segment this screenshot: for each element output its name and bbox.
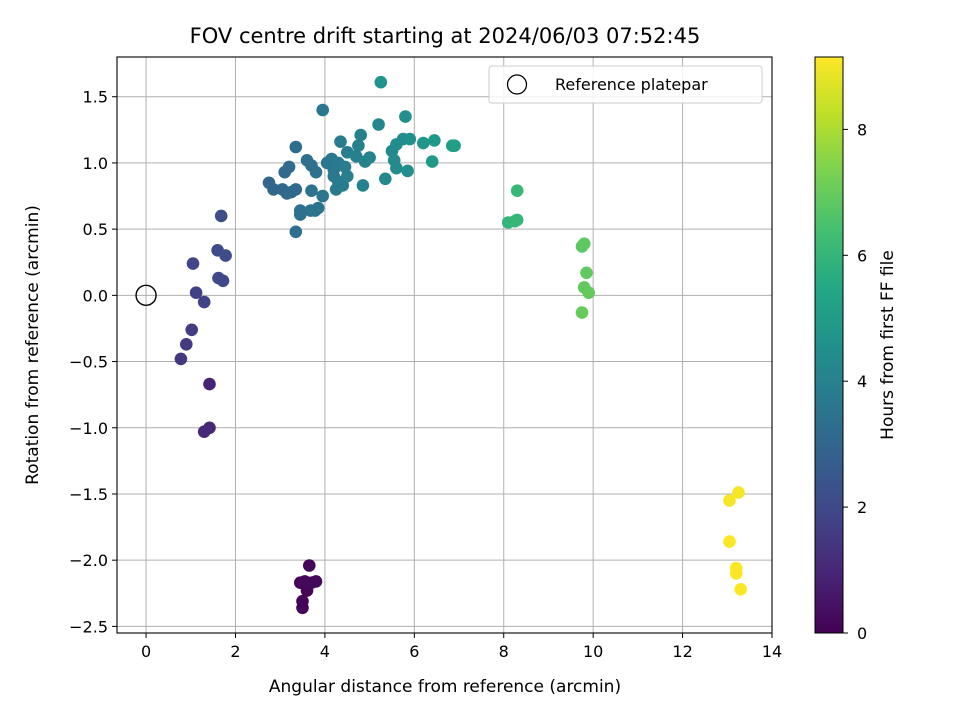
data-point (180, 338, 193, 351)
data-point (334, 135, 347, 148)
data-point (575, 306, 589, 319)
legend-box (488, 65, 763, 104)
data-point (425, 155, 439, 168)
data-point (186, 257, 200, 270)
data-point (214, 209, 228, 223)
legend-marker (506, 74, 528, 95)
y-tick-label: 1.0 (83, 154, 108, 173)
x-tick-label: 4 (320, 642, 330, 661)
x-tick-label: 10 (583, 642, 603, 661)
data-point (401, 164, 414, 178)
colorbar-gradient (814, 56, 844, 634)
data-point (203, 377, 216, 391)
data-point (417, 136, 430, 150)
data-point (316, 103, 330, 117)
x-tick-label: 14 (762, 642, 782, 661)
data-point (197, 425, 211, 439)
y-tick-label: −2.5 (69, 617, 108, 636)
data-point (582, 286, 595, 300)
data-point (311, 201, 325, 215)
data-point (185, 323, 198, 337)
data-point (341, 169, 354, 183)
colorbar-tick-label: 2 (857, 498, 867, 517)
y-tick-label: 0.5 (83, 220, 108, 239)
colorbar-tick-label: 0 (857, 624, 867, 643)
data-point (428, 134, 441, 147)
data-point (399, 110, 412, 123)
data-point (289, 225, 303, 239)
data-point (316, 189, 330, 203)
data-point (732, 486, 745, 499)
x-tick-label: 12 (672, 642, 692, 661)
data-point (174, 352, 188, 366)
y-axis-ticks: −2.5 −2.0 −1.5 −1.0 −0.5 0.0 0.5 1.0 1.5 (69, 88, 117, 636)
data-point (219, 249, 232, 262)
y-tick-label: −2.0 (69, 551, 108, 570)
data-point (267, 183, 280, 196)
data-point (216, 274, 230, 288)
data-point (448, 139, 461, 152)
data-point (197, 295, 211, 309)
x-axis-label: Angular distance from reference (arcmin) (269, 677, 621, 697)
data-point (356, 179, 370, 192)
data-point (734, 583, 747, 596)
legend: Reference platepar (488, 65, 763, 104)
y-tick-label: −1.0 (69, 419, 108, 438)
y-tick-label: 1.5 (83, 88, 108, 107)
y-axis-label: Rotation from reference (arcmin) (23, 205, 43, 485)
data-point (510, 184, 524, 197)
data-point (372, 118, 385, 131)
x-tick-label: 8 (499, 642, 509, 661)
colorbar-tick-label: 6 (857, 246, 867, 265)
data-point (303, 559, 316, 572)
x-tick-label: 6 (409, 642, 419, 661)
plot-frame (116, 56, 773, 634)
y-tick-label: 0.0 (83, 286, 108, 305)
colorbar-label: Hours from first FF file (878, 250, 898, 440)
data-point (282, 160, 296, 174)
data-point (363, 151, 376, 164)
data-point (305, 184, 318, 197)
x-tick-label: 2 (230, 642, 240, 661)
data-point (354, 128, 368, 142)
x-tick-label: 0 (141, 642, 151, 661)
y-tick-label: −1.5 (69, 485, 108, 504)
data-point (352, 139, 365, 152)
y-tick-label: −0.5 (69, 353, 108, 372)
data-point (729, 567, 743, 580)
data-point (289, 140, 303, 154)
data-point (309, 165, 323, 179)
colorbar-tick-label: 8 (857, 120, 867, 139)
data-point (374, 75, 388, 89)
chart-title: FOV centre drift starting at 2024/06/03 … (190, 24, 701, 48)
data-point (309, 575, 323, 588)
data-point (580, 266, 593, 280)
data-point (723, 535, 736, 548)
data-point (577, 237, 591, 250)
data-point (723, 494, 736, 507)
data-point (289, 183, 303, 196)
reference-platepar-marker (135, 284, 157, 307)
data-point (296, 601, 309, 615)
data-point (294, 204, 307, 217)
data-point (379, 172, 392, 186)
data-point (510, 213, 524, 227)
colorbar: 0 2 4 6 8 Hours from first FF file (814, 56, 898, 643)
legend-label: Reference platepar (555, 75, 708, 94)
data-point (189, 286, 203, 300)
grid-lines (117, 57, 773, 633)
x-axis-ticks: 0 2 4 6 8 10 12 14 (141, 633, 782, 661)
data-point (403, 132, 417, 146)
reference-marker-layer (135, 284, 157, 307)
data-point (390, 161, 403, 175)
colorbar-ticks: 0 2 4 6 8 (843, 120, 867, 643)
colorbar-tick-label: 4 (857, 372, 867, 391)
data-points (174, 75, 747, 615)
